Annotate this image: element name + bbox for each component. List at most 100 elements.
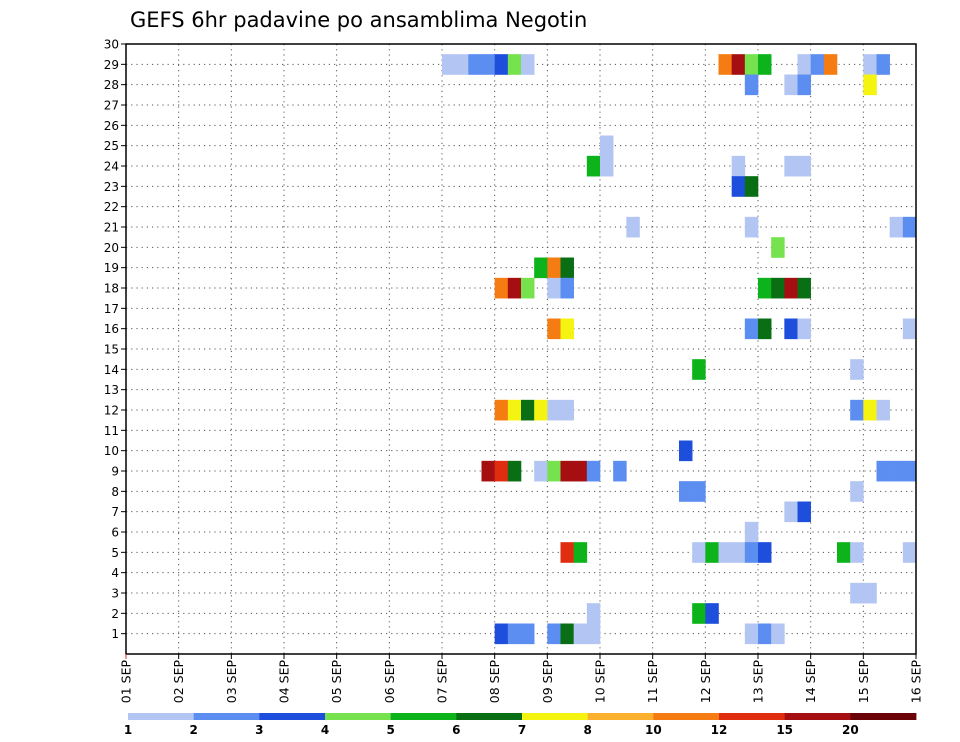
precip-cell <box>758 623 772 645</box>
precip-cell <box>744 623 759 645</box>
colorbar-swatch <box>850 713 917 720</box>
y-tick-label: 15 <box>104 343 119 357</box>
x-tick-label: 05 SEP <box>329 660 344 704</box>
colorbar-label: 5 <box>386 723 394 737</box>
y-tick-label: 29 <box>104 58 119 72</box>
x-tick-label: 12 SEP <box>698 660 713 704</box>
precip-cell <box>758 318 772 340</box>
y-tick-label: 11 <box>104 424 119 438</box>
precip-cell <box>850 542 864 563</box>
colorbar-swatch <box>390 713 457 720</box>
precip-cell <box>771 623 785 645</box>
colorbar-swatch <box>587 713 654 720</box>
precip-cell <box>876 399 890 421</box>
precip-cell <box>744 54 759 75</box>
precip-cell <box>586 460 601 482</box>
precip-cell <box>744 521 759 543</box>
precip-cell <box>837 542 851 563</box>
precip-cell <box>797 74 811 96</box>
precip-cell <box>731 155 746 177</box>
precip-cell <box>863 54 877 75</box>
precip-cell <box>731 176 746 197</box>
x-tick-label: 10 SEP <box>593 660 608 704</box>
precip-cell <box>534 257 548 279</box>
colorbar-label: 8 <box>583 723 591 737</box>
precip-cell <box>494 277 509 299</box>
precip-cell <box>797 155 811 177</box>
data-cells <box>442 54 917 645</box>
precip-cell <box>731 54 746 75</box>
precip-cell <box>573 460 588 482</box>
precip-cell <box>876 460 890 482</box>
y-axis: 1234567891011121314151617181920212223242… <box>104 38 126 641</box>
precip-cell <box>481 54 495 75</box>
precip-cell <box>876 54 890 75</box>
precip-cell <box>560 460 574 482</box>
precip-cell <box>534 399 548 421</box>
precip-cell <box>600 135 614 157</box>
chart-title: GEFS 6hr padavine po ansamblima Negotin <box>130 8 587 32</box>
x-tick-label: 09 SEP <box>540 660 555 704</box>
colorbar-label: 6 <box>452 723 460 737</box>
colorbar-label: 12 <box>711 723 728 737</box>
precip-cell <box>797 277 811 299</box>
x-tick-label: 03 SEP <box>224 660 239 704</box>
y-tick-label: 25 <box>104 139 119 153</box>
precip-cell <box>902 542 917 563</box>
y-tick-label: 3 <box>111 587 119 601</box>
precip-cell <box>494 623 509 645</box>
precip-cell <box>758 542 772 563</box>
precip-cell <box>560 623 574 645</box>
precip-cell <box>613 460 627 482</box>
x-tick-label: 01 SEP <box>119 660 134 704</box>
colorbar-swatch <box>456 713 523 720</box>
y-tick-label: 5 <box>111 546 119 560</box>
precip-cell <box>797 501 811 523</box>
colorbar-swatch <box>719 713 786 720</box>
precip-cell <box>784 501 798 523</box>
precip-cell <box>771 237 785 258</box>
colorbar-label: 20 <box>842 723 859 737</box>
precip-cell <box>863 399 877 421</box>
precip-cell <box>468 54 482 75</box>
precip-cell <box>692 481 706 502</box>
colorbar-label: 10 <box>645 723 662 737</box>
x-tick-label: 13 SEP <box>751 660 766 704</box>
y-tick-label: 14 <box>104 363 119 377</box>
precip-cell <box>626 216 640 238</box>
precip-cell <box>692 542 706 563</box>
precip-cell <box>902 318 917 340</box>
precip-cell <box>679 440 693 462</box>
precip-cell <box>494 54 509 75</box>
precip-cell <box>573 623 588 645</box>
colorbar-swatch <box>193 713 260 720</box>
x-tick-label: 04 SEP <box>277 660 292 704</box>
precip-cell <box>744 176 759 197</box>
precip-cell <box>784 155 798 177</box>
precip-cell <box>547 277 561 299</box>
precip-cell <box>902 216 917 238</box>
y-tick-label: 18 <box>104 282 119 296</box>
grid-lines <box>126 44 916 654</box>
precip-cell <box>494 460 509 482</box>
y-tick-label: 30 <box>104 38 119 52</box>
precip-cell <box>586 155 601 177</box>
x-tick-label: 07 SEP <box>435 660 450 704</box>
precip-cell <box>507 54 522 75</box>
precip-cell <box>758 54 772 75</box>
colorbar-swatch <box>784 713 851 720</box>
precip-cell <box>507 399 522 421</box>
precip-cell <box>902 460 917 482</box>
precip-cell <box>850 582 864 604</box>
precip-cell <box>692 603 706 624</box>
precip-cell <box>744 318 759 340</box>
y-tick-label: 7 <box>111 505 119 519</box>
colorbar-label: 15 <box>776 723 793 737</box>
x-tick-label: 15 SEP <box>856 660 871 704</box>
precip-cell <box>455 54 469 75</box>
precip-cell <box>889 460 904 482</box>
precip-cell <box>705 603 719 624</box>
colorbar-swatch <box>653 713 720 720</box>
colorbar-label: 3 <box>255 723 263 737</box>
x-tick-label: 02 SEP <box>171 660 186 704</box>
